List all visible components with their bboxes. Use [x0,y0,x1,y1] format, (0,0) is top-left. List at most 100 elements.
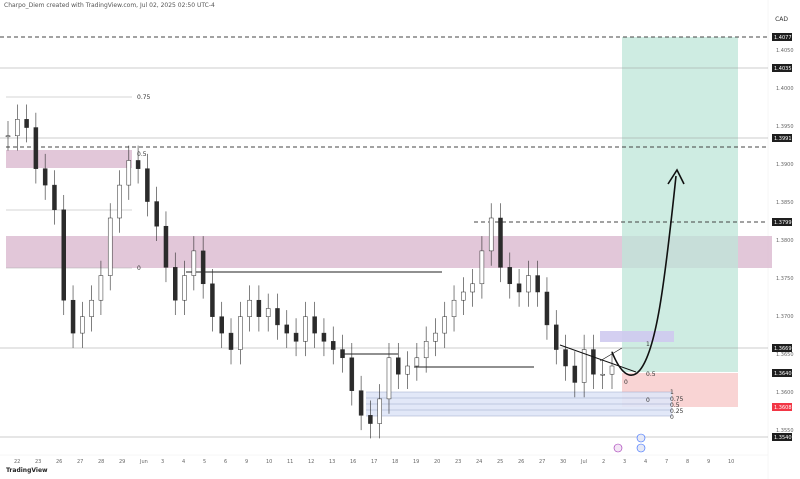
price-tag-8: 1.3540 [774,435,792,441]
long-target-zone [622,37,738,372]
candle-body [600,373,605,376]
time-axis-label: 6 [224,459,227,465]
price-tag-5: 1.3669 [774,346,792,352]
trendline[interactable] [559,344,637,373]
candle-body [507,267,513,285]
candle-body [238,316,243,350]
candle-body [377,398,382,424]
price-axis-label: 1.3550 [776,428,794,434]
candle-body [470,283,475,293]
price-axis-label: 1.3900 [776,162,794,168]
dividend-icon [613,443,623,453]
time-axis-label: 24 [476,459,482,465]
price-tags: 1.4077 1.4035 1.3991 1.3799 1.3669 1.364… [772,33,792,441]
candle-body [340,349,345,359]
candle-body [479,250,485,285]
candle-body [98,275,104,301]
candle-body [321,332,327,342]
price-axis-label: 1.4000 [776,86,794,92]
candle-body [265,308,271,317]
price-tag-4: 1.3799 [774,220,792,226]
price-axis-label: 1.3950 [776,124,794,130]
price-tag-1: 1.4077 [774,35,792,41]
price-axis-label: 1.3700 [776,314,794,320]
candle-body [89,299,94,317]
purple-zone [600,331,674,342]
time-axis-label: 3 [623,459,626,465]
candle-body [210,283,215,317]
candle-body [581,349,587,383]
candle-body [516,283,522,293]
candle-body [442,316,447,334]
time-axis-label: 29 [119,459,125,465]
candle-body [563,349,568,367]
price-axis-label: 1.3750 [776,276,794,282]
price-axis-label: 1.3800 [776,238,794,244]
time-axis-label: 2 [602,459,605,465]
candle-body [5,135,11,138]
candle-body [15,119,20,137]
time-axis-label: Jul [580,459,587,465]
price-axis[interactable] [768,0,800,479]
us-flag-icon-2 [636,443,646,453]
time-axis-label: 18 [392,459,398,465]
candle-body [163,225,169,268]
candle-body [107,217,113,276]
economic-event-icons[interactable] [613,433,646,453]
candle-body [80,316,85,334]
time-axis-label: 8 [686,459,689,465]
candle-body [284,324,290,334]
fib-right-zero-marker: 0 [646,397,650,404]
supply-zone-upper [6,150,132,168]
time-axis-label: 17 [371,459,377,465]
candle-body [368,415,373,424]
candle-body [358,390,364,416]
time-axis-label: 3 [161,459,164,465]
time-axis-label: 20 [434,459,440,465]
candle-body [330,341,336,350]
level-half-label: 0.5 [646,371,656,378]
candle-body [349,357,355,391]
chart-caption: Charpo_Diem created with TradingView.com… [4,2,215,9]
candle-body [182,275,187,301]
candle-body [498,217,503,268]
fib-right-05-label: 0.5 [670,402,680,409]
arrow-head-icon [667,168,685,185]
candle-body [135,160,141,169]
fib-right-025-label: 0.25 [670,408,684,415]
time-axis-label: 19 [413,459,419,465]
fib-left-075-label: 0.75 [137,94,151,101]
time-axis-label: 27 [77,459,83,465]
time-axis-label: 4 [644,459,647,465]
price-tag-2: 1.4035 [774,66,792,72]
candle-body [70,299,76,334]
time-axis-label: 5 [203,459,206,465]
candle-body [145,168,150,202]
candle-body [24,119,29,128]
price-axis-labels: 1.4050 1.4000 1.3950 1.3900 1.3850 1.3800 1.37… [776,48,794,434]
time-axis[interactable]: 22 23 26 27 28 29 Jun 3 4 5 6 9 10 11 12 13 16 17 18 19 20 23… [14,459,734,465]
candle-body [396,357,401,375]
time-axis-label: 7 [665,459,668,465]
time-axis-label: 28 [98,459,104,465]
level-one-label: 1 [646,341,650,348]
fib-right-lines [366,391,672,417]
candle-body [154,201,159,227]
candle-body [256,299,262,317]
candle-body [42,168,48,186]
projected-path-arrow[interactable] [611,175,677,376]
price-tag-6: 1.3640 [774,371,792,377]
candle-body [117,184,122,219]
time-axis-label: 9 [245,459,248,465]
candle-body [247,299,252,317]
candle-body [572,365,578,383]
candle-body [200,250,206,285]
candle-body [126,160,132,186]
small-projection-line [599,347,623,362]
time-axis-label: Jun [139,459,148,465]
candle-body [414,357,420,367]
time-axis-label: 13 [329,459,335,465]
price-tag-current: 1.3608 [774,405,792,411]
candle-body [191,250,197,276]
